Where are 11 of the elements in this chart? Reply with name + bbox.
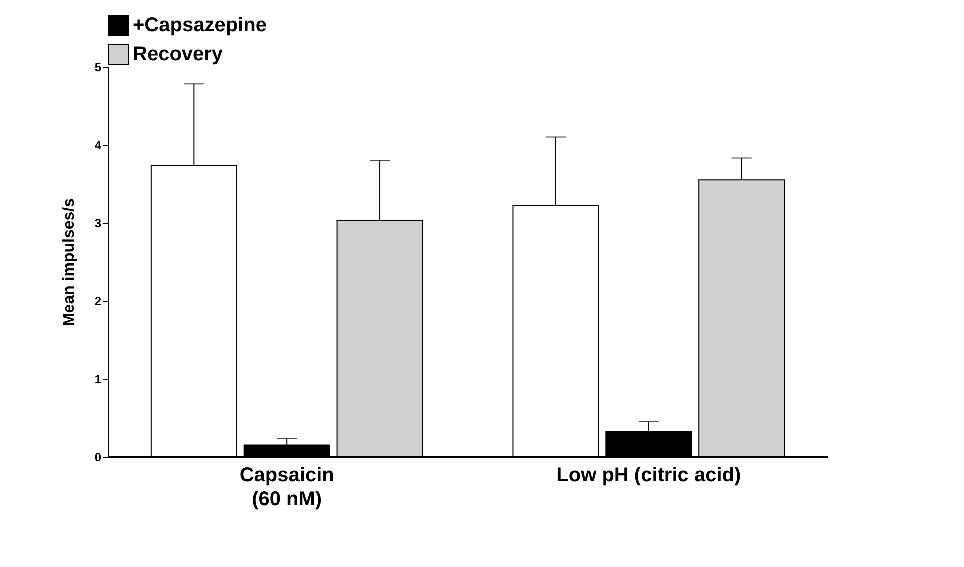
y-tick-label: 1 bbox=[94, 372, 102, 386]
y-tick-label: 2 bbox=[94, 294, 102, 308]
y-tick-label: 4 bbox=[94, 138, 102, 152]
legend-label: +Capsazepine bbox=[133, 14, 267, 36]
y-tick-label: 5 bbox=[94, 60, 102, 74]
legend-label: Recovery bbox=[133, 44, 224, 66]
x-tick-label: Low pH (citric acid) bbox=[556, 464, 742, 486]
x-tick-label: Capsaicin (60 nM) bbox=[240, 464, 334, 510]
y-tick-label: 3 bbox=[94, 216, 102, 230]
y-axis-title: Mean impulses/s bbox=[60, 198, 78, 327]
y-tick-label: 0 bbox=[94, 450, 102, 464]
